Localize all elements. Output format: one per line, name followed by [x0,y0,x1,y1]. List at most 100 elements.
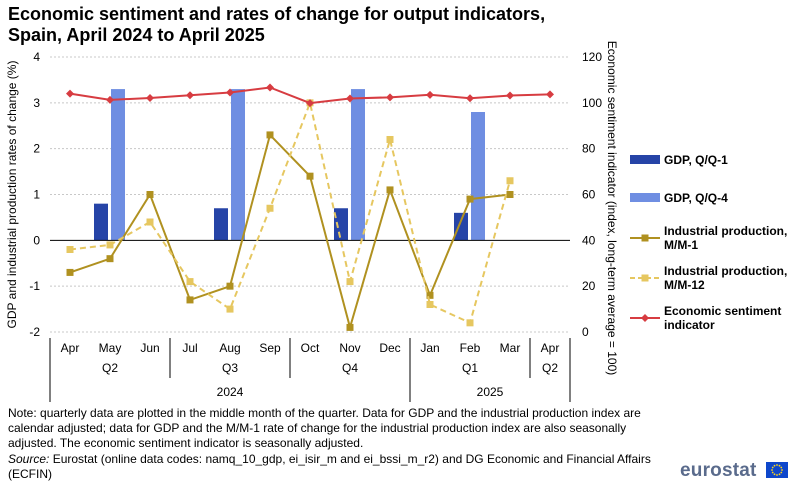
chart-source: Source: Eurostat (online data codes: nam… [8,452,668,482]
y-right-tick-label: 0 [582,325,589,339]
y-right-axis-title: Economic sentiment indicator (index, lon… [605,41,619,376]
x-tick-label: Nov [339,341,360,355]
y-left-tick-label: 3 [33,96,40,110]
data-point [426,301,434,308]
x-quarter-label: Q2 [542,361,558,375]
data-point [426,291,434,299]
x-tick-label: Jun [140,341,159,355]
legend-label: GDP, Q/Q-1 [664,153,728,167]
data-point [506,91,514,100]
data-point [266,83,274,92]
bar [111,89,125,241]
bar [334,208,348,241]
series-line [69,132,511,332]
x-quarter-label: Q2 [102,361,118,375]
y-left-tick-label: 1 [33,188,40,202]
legend-label: Economic sentiment indicator [664,304,781,332]
y-right-tick-label: 60 [582,188,596,202]
legend-marker [641,314,649,322]
data-point [306,99,314,108]
data-point [426,90,434,99]
x-quarter-label: Q3 [222,361,238,375]
bar [214,208,228,241]
data-point [466,94,474,103]
data-point [186,296,194,304]
data-point [506,177,514,185]
bar [351,89,365,241]
y-right-tick-label: 120 [582,50,602,64]
data-point [306,172,314,180]
data-point [266,204,274,212]
source-text: Eurostat (online data codes: namq_10_gdp… [8,452,651,481]
x-tick-label: Feb [460,341,481,355]
legend-label: GDP, Q/Q-4 [664,191,728,205]
data-point [66,89,74,98]
data-point [146,191,154,198]
data-point [146,94,154,103]
x-tick-label: Oct [301,341,320,355]
data-point [186,278,194,286]
y-left-tick-label: -1 [29,279,40,293]
x-quarter-label: Q4 [342,361,358,375]
legend-swatch [630,193,660,202]
data-point [346,278,354,286]
y-left-tick-label: 0 [33,233,40,247]
x-year-label: 2025 [477,385,504,399]
data-point [66,268,74,276]
data-point [546,90,554,99]
chart-title: Economic sentiment and rates of change f… [8,4,545,46]
data-point [66,246,74,253]
x-year-label: 2024 [217,385,244,399]
x-tick-label: Jan [420,341,439,355]
data-point [466,195,474,203]
data-point [386,186,394,194]
y-left-tick-label: 4 [33,50,40,64]
legend-label: Industrial production, M/M-1 [664,224,787,252]
x-tick-label: Sep [259,341,281,355]
data-point [106,241,114,249]
y-right-tick-label: 100 [582,96,602,110]
y-right-tick-label: 80 [582,142,596,156]
bar [454,212,468,241]
data-point [386,136,394,143]
eu-flag-icon [766,462,788,478]
legend-label: Industrial production, M/M-12 [664,264,787,292]
legend-marker [641,234,649,242]
y-right-tick-label: 40 [582,233,596,247]
bar [231,89,245,241]
y-left-tick-label: -2 [29,325,40,339]
x-tick-label: Mar [500,341,521,355]
x-tick-label: Jul [182,341,197,355]
x-tick-label: May [99,341,122,355]
y-left-axis-title: GDP and industrial production rates of c… [5,61,19,329]
data-point [466,319,474,327]
bar [94,203,108,241]
series-line [69,99,511,325]
data-point [146,218,154,226]
data-point [346,323,354,331]
source-label: Source: [8,452,50,466]
data-point [226,88,234,97]
data-point [386,93,394,102]
data-point [106,255,114,263]
x-tick-label: Apr [541,341,560,355]
bar [471,112,485,241]
data-point [266,131,274,139]
x-tick-label: Aug [219,341,240,355]
data-point [226,305,234,313]
chart-title-line2: Spain, April 2024 to April 2025 [8,25,265,45]
y-right-tick-label: 20 [582,279,596,293]
legend-swatch [630,155,660,164]
chart-title-line1: Economic sentiment and rates of change f… [8,4,546,24]
x-quarter-label: Q1 [462,361,478,375]
data-point [226,282,234,290]
x-tick-label: Apr [61,341,80,355]
legend-marker [641,274,649,282]
data-point [186,91,194,100]
data-point [346,94,354,103]
x-tick-label: Dec [379,341,400,355]
chart-note: Note: quarterly data are plotted in the … [8,406,641,450]
data-point [106,95,114,104]
y-left-tick-label: 2 [33,142,40,156]
